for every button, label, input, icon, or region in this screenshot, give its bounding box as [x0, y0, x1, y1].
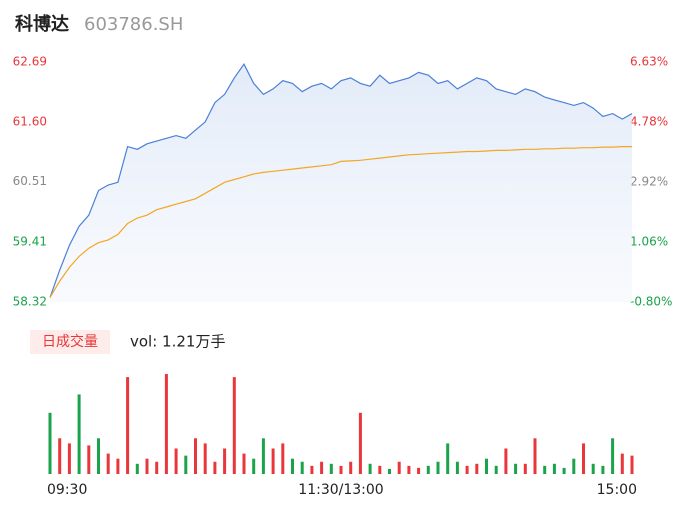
- volume-bar: [397, 461, 401, 474]
- volume-bar: [426, 465, 430, 474]
- volume-bar: [203, 443, 207, 474]
- volume-bar: [67, 443, 71, 474]
- volume-bar: [378, 465, 382, 474]
- price-area: [50, 64, 632, 302]
- y-tick-label: 59.41: [13, 235, 47, 249]
- price-line: [49, 63, 633, 298]
- y2-tick-label: 4.78%: [630, 114, 668, 128]
- volume-bar: [436, 461, 440, 474]
- volume-bar: [48, 412, 52, 474]
- volume-bar: [194, 438, 197, 474]
- y2-tick-label: 1.06%: [630, 234, 668, 248]
- y-tick-label: 58.32: [13, 295, 47, 309]
- volume-bar: [145, 458, 149, 474]
- average-line: [49, 146, 632, 298]
- volume-bar: [630, 455, 634, 474]
- volume-bar: [261, 438, 265, 474]
- volume-bar: [77, 394, 81, 474]
- y-tick-label: 62.69: [13, 55, 47, 69]
- volume-bar: [417, 467, 421, 474]
- volume-bar: [320, 461, 324, 474]
- volume-bar: [494, 465, 498, 474]
- volume-bar: [58, 438, 62, 474]
- volume-badge: [30, 330, 110, 354]
- stock-name: 科博达: [15, 13, 69, 35]
- x-tick-label: 15:00: [597, 482, 637, 498]
- volume-bar: [368, 463, 372, 474]
- volume-bar: [329, 463, 333, 474]
- volume-bar: [310, 465, 314, 474]
- volume-bar: [591, 463, 595, 474]
- volume-bar: [455, 461, 459, 474]
- volume-bar: [300, 461, 304, 474]
- volume-bar: [388, 468, 391, 474]
- volume-bar: [358, 412, 362, 474]
- volume-bar: [339, 465, 343, 474]
- volume-bar: [582, 443, 585, 474]
- volume-bar: [543, 465, 547, 474]
- x-tick-label: 11:30/13:00: [298, 482, 383, 498]
- volume-bar: [523, 463, 527, 474]
- volume-bar: [504, 448, 508, 474]
- volume-bar: [281, 443, 285, 474]
- stock-code: 603786.SH: [84, 14, 183, 35]
- volume-bar: [485, 458, 488, 474]
- volume-bar: [611, 438, 615, 474]
- volume-bar: [514, 463, 518, 474]
- y-tick-label: 60.51: [13, 174, 47, 188]
- y2-tick-label: 6.63%: [630, 55, 668, 69]
- volume-bar: [475, 463, 479, 474]
- volume-label: vol: 1.21万手: [130, 333, 225, 351]
- y2-tick-label: -0.80%: [630, 295, 672, 309]
- volume-bar: [407, 465, 411, 474]
- volume-bar: [97, 438, 100, 474]
- volume-bar: [126, 377, 130, 474]
- volume-bar: [271, 448, 275, 474]
- volume-bar: [562, 467, 566, 474]
- y2-tick-label: 2.92%: [630, 174, 668, 188]
- volume-bar: [155, 461, 159, 474]
- volume-bar: [213, 461, 217, 474]
- volume-bar: [446, 443, 450, 474]
- volume-bar: [164, 374, 168, 474]
- volume-bar: [242, 453, 246, 474]
- volume-title: 日成交量: [42, 333, 98, 350]
- volume-bar: [291, 458, 294, 474]
- volume-bar: [349, 461, 353, 474]
- volume-bar: [174, 448, 178, 474]
- volume-bar: [572, 458, 576, 474]
- x-tick-label: 09:30: [47, 482, 87, 498]
- volume-bar: [135, 463, 139, 474]
- volume-bar: [232, 377, 236, 474]
- volume-bar: [184, 455, 188, 474]
- volume-bar: [465, 465, 469, 474]
- volume-bar: [106, 453, 110, 474]
- volume-bar: [116, 458, 120, 474]
- volume-bar: [620, 453, 624, 474]
- volume-bar: [533, 438, 537, 474]
- y-tick-label: 61.60: [13, 114, 47, 128]
- volume-bar: [223, 448, 227, 474]
- volume-bar: [87, 445, 91, 474]
- volume-bar: [252, 458, 256, 474]
- volume-bar: [601, 465, 605, 474]
- volume-bar: [552, 463, 556, 474]
